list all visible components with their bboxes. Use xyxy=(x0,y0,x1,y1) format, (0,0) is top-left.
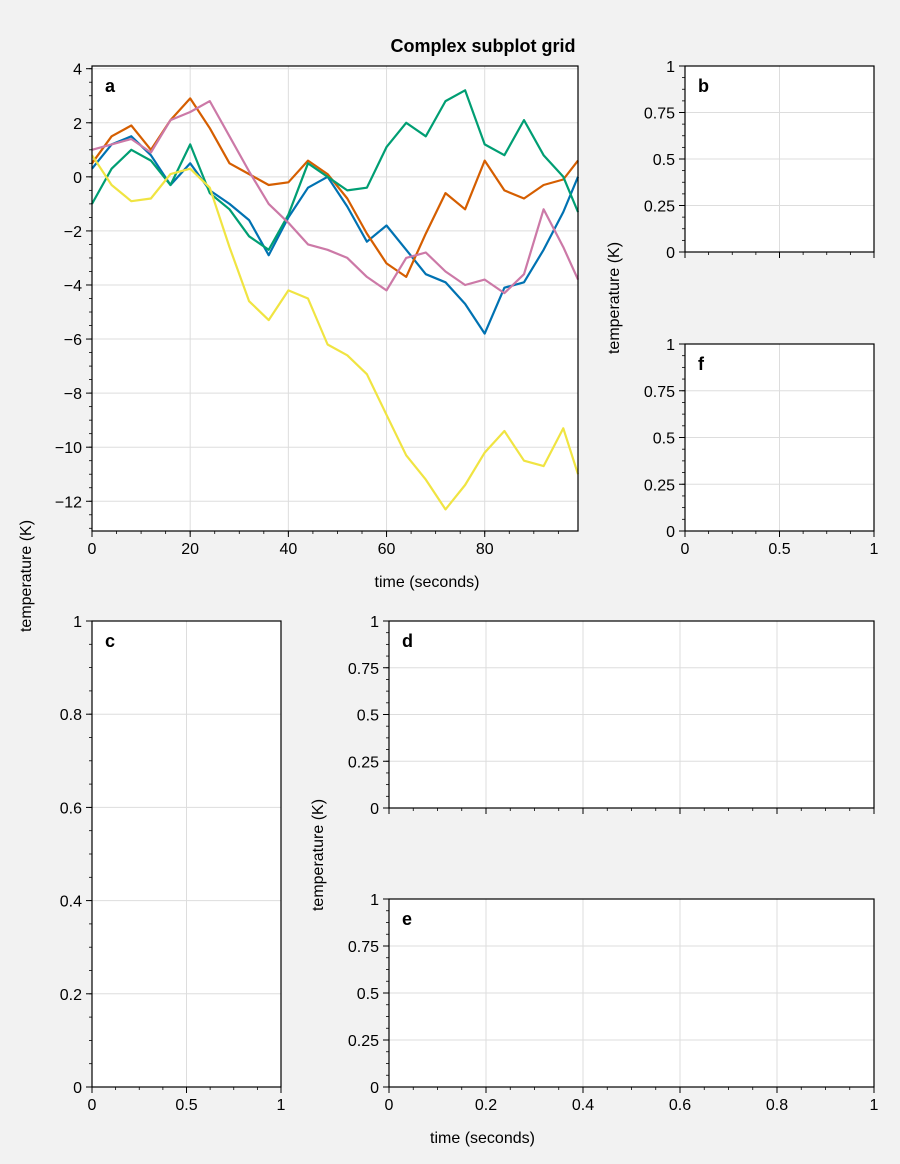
y-tick-label: 0.4 xyxy=(60,894,82,911)
y-tick-label: 4 xyxy=(73,62,82,79)
panel-c: 0 0.5 1 0 0.2 0.4 0.6 0.8 1 c xyxy=(60,614,286,1114)
y-tick-label: 0.8 xyxy=(60,707,82,724)
axes-frame xyxy=(388,898,875,1088)
x-tick-label: 0.6 xyxy=(669,1097,691,1114)
y-tick-label: 0.5 xyxy=(357,986,379,1003)
axes-frame xyxy=(684,65,875,253)
x-tick-label: 1 xyxy=(870,1097,879,1114)
x-tick-label: 0.5 xyxy=(768,541,790,558)
figure-title: Complex subplot grid xyxy=(390,36,575,56)
left-ylabel: temperature (K) xyxy=(18,520,35,632)
y-tick-label: 0.5 xyxy=(653,152,675,169)
x-tick-label: 60 xyxy=(378,541,396,558)
x-tick-label: 1 xyxy=(277,1097,286,1114)
panel-letter: a xyxy=(105,76,116,96)
panel-f: 0 0.5 1 0 0.25 0.5 0.75 1 f xyxy=(644,337,879,558)
panel-d: 0 0.25 0.5 0.75 1 d xyxy=(348,614,875,818)
plot-area xyxy=(92,66,578,531)
y-tick-label: 0.75 xyxy=(348,939,379,956)
y-tick-label: 1 xyxy=(370,892,379,909)
x-axis-label: time (seconds) xyxy=(430,1130,535,1147)
series-line-3 xyxy=(91,89,580,251)
y-tick-label: −12 xyxy=(55,494,82,511)
x-tick-label: 0 xyxy=(88,541,97,558)
panel-b: 0 0.25 0.5 0.75 1 b xyxy=(644,59,875,262)
right-bottom-ylabel: temperature (K) xyxy=(310,799,327,911)
y-tick-label: 0 xyxy=(666,245,675,262)
x-tick-label: 20 xyxy=(181,541,199,558)
panel-letter: f xyxy=(698,354,705,374)
y-tick-label: 0 xyxy=(370,801,379,818)
series-line-2 xyxy=(91,97,579,278)
series-line-5 xyxy=(91,154,580,511)
y-tick-label: 0.75 xyxy=(644,384,675,401)
y-tick-label: 0.6 xyxy=(60,800,82,817)
x-tick-label: 1 xyxy=(870,541,879,558)
axes-frame xyxy=(91,620,282,1088)
panel-e: 0 0.2 0.4 0.6 0.8 1 0 0.25 0.5 0.75 1 e time (second… xyxy=(348,892,879,1147)
x-tick-label: 0 xyxy=(385,1097,394,1114)
y-tick-label: 1 xyxy=(370,614,379,631)
series-line-1 xyxy=(91,135,580,335)
x-tick-label: 0.8 xyxy=(766,1097,788,1114)
y-tick-label: 0 xyxy=(666,524,675,541)
panel-letter: d xyxy=(402,631,413,651)
y-tick-label: 0 xyxy=(73,1080,82,1097)
x-tick-label: 0.4 xyxy=(572,1097,594,1114)
y-tick-label: 0.25 xyxy=(644,199,675,216)
y-tick-label: −6 xyxy=(64,332,82,349)
series-line-4 xyxy=(91,99,580,295)
y-tick-label: −10 xyxy=(55,440,82,457)
y-tick-label: 1 xyxy=(666,59,675,76)
axes-frame xyxy=(684,343,875,532)
y-tick-label: 0 xyxy=(73,170,82,187)
axes-frame xyxy=(91,65,579,532)
x-tick-label: 0 xyxy=(681,541,690,558)
y-tick-label: 0.75 xyxy=(348,661,379,678)
panel-letter: b xyxy=(698,76,709,96)
x-tick-label: 40 xyxy=(279,541,297,558)
y-tick-label: 0.5 xyxy=(653,431,675,448)
y-tick-label: 2 xyxy=(73,116,82,133)
y-tick-label: 0.5 xyxy=(357,708,379,725)
y-tick-label: 0.2 xyxy=(60,987,82,1004)
y-tick-label: 0.25 xyxy=(348,754,379,771)
x-tick-label: 0.2 xyxy=(475,1097,497,1114)
y-tick-label: 0.25 xyxy=(348,1033,379,1050)
y-tick-label: −2 xyxy=(64,224,82,241)
y-tick-label: −8 xyxy=(64,386,82,403)
y-tick-label: 1 xyxy=(666,337,675,354)
y-tick-label: 0.25 xyxy=(644,477,675,494)
right-top-ylabel: temperature (K) xyxy=(606,242,623,354)
x-tick-label: 0.5 xyxy=(175,1097,197,1114)
x-tick-label: 80 xyxy=(476,541,494,558)
y-tick-label: 0 xyxy=(370,1080,379,1097)
x-axis-label: time (seconds) xyxy=(375,574,480,591)
axes-frame xyxy=(388,620,875,809)
panel-letter: c xyxy=(105,631,115,651)
y-tick-label: 1 xyxy=(73,614,82,631)
x-tick-label: 0 xyxy=(88,1097,97,1114)
y-tick-label: −4 xyxy=(64,278,82,295)
y-tick-label: 0.75 xyxy=(644,106,675,123)
panel-letter: e xyxy=(402,909,412,929)
